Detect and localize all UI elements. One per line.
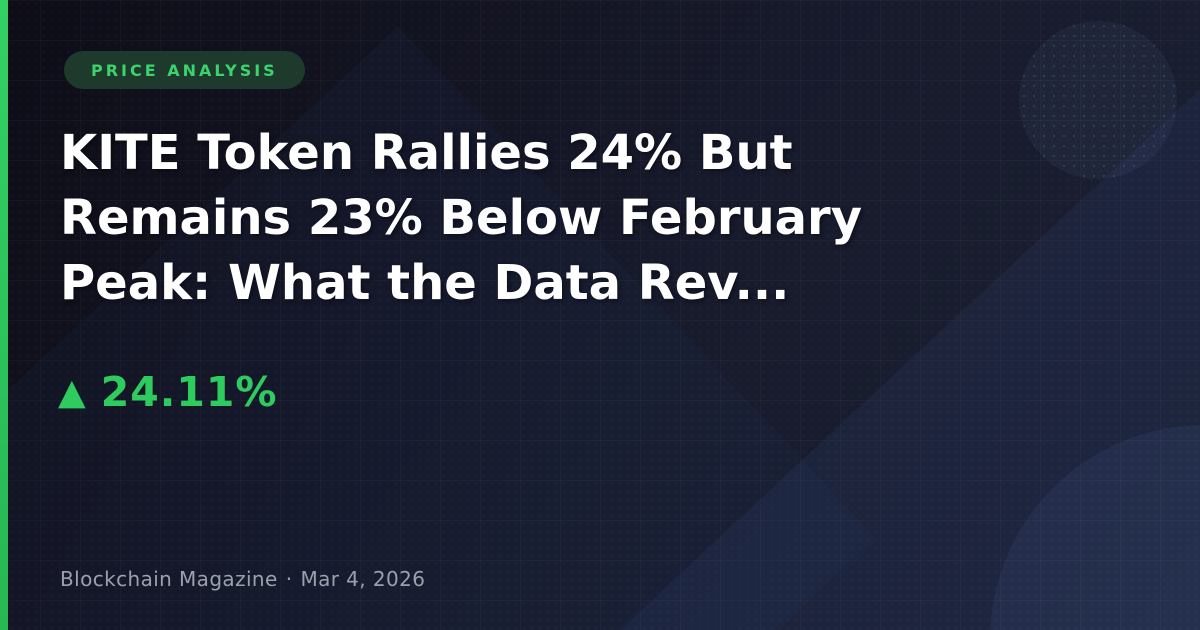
headline-line-1: KITE Token Rallies 24% But xyxy=(60,125,793,181)
category-badge-label: PRICE ANALYSIS xyxy=(91,60,278,80)
article-headline: KITE Token Rallies 24% But Remains 23% B… xyxy=(60,121,960,316)
up-triangle-icon: ▲ xyxy=(58,371,86,413)
card-footer: Blockchain Magazine · Mar 4, 2026 xyxy=(60,567,425,591)
left-accent-bar xyxy=(0,0,8,630)
background-diagonal-band-faint xyxy=(0,26,876,630)
publication-date: Mar 4, 2026 xyxy=(300,567,426,591)
price-change-value: 24.11% xyxy=(100,368,278,416)
price-change-indicator: ▲ 24.11% xyxy=(58,372,277,413)
headline-line-2: Remains 23% Below February xyxy=(60,190,863,246)
background-circle-bottom-right xyxy=(990,425,1200,630)
category-badge: PRICE ANALYSIS xyxy=(64,51,305,89)
publication-name: Blockchain Magazine xyxy=(60,567,278,591)
headline-line-3: Peak: What the Data Rev... xyxy=(60,255,790,311)
background-circle-top-right xyxy=(1019,21,1177,179)
footer-separator: · xyxy=(285,567,293,591)
